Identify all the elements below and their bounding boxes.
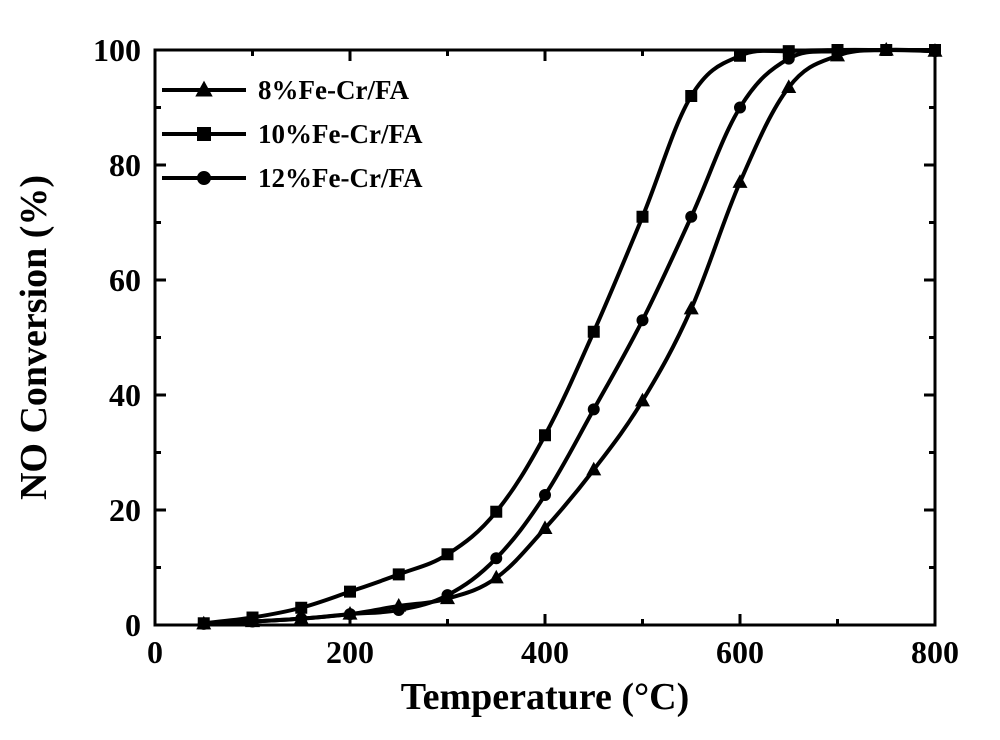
svg-text:600: 600: [716, 634, 764, 670]
svg-text:800: 800: [911, 634, 959, 670]
svg-text:100: 100: [93, 32, 141, 68]
svg-text:0: 0: [147, 634, 163, 670]
svg-text:60: 60: [109, 262, 141, 298]
y-axis-label: NO Conversion (%): [13, 175, 55, 500]
legend-label: 12%Fe-Cr/FA: [258, 163, 423, 193]
svg-text:200: 200: [326, 634, 374, 670]
legend-label: 8%Fe-Cr/FA: [258, 75, 409, 105]
svg-text:80: 80: [109, 147, 141, 183]
svg-text:20: 20: [109, 492, 141, 528]
no-conversion-chart: 0 200 400 600 800 0 20 40 60 80 100 Temperature (°C…: [0, 0, 1000, 740]
svg-text:40: 40: [109, 377, 141, 413]
legend-label: 10%Fe-Cr/FA: [258, 119, 423, 149]
x-axis-label: Temperature (°C): [401, 676, 690, 718]
svg-text:0: 0: [125, 607, 141, 643]
chart-container: 0 200 400 600 800 0 20 40 60 80 100 Temperature (°C…: [0, 0, 1000, 740]
svg-text:400: 400: [521, 634, 569, 670]
